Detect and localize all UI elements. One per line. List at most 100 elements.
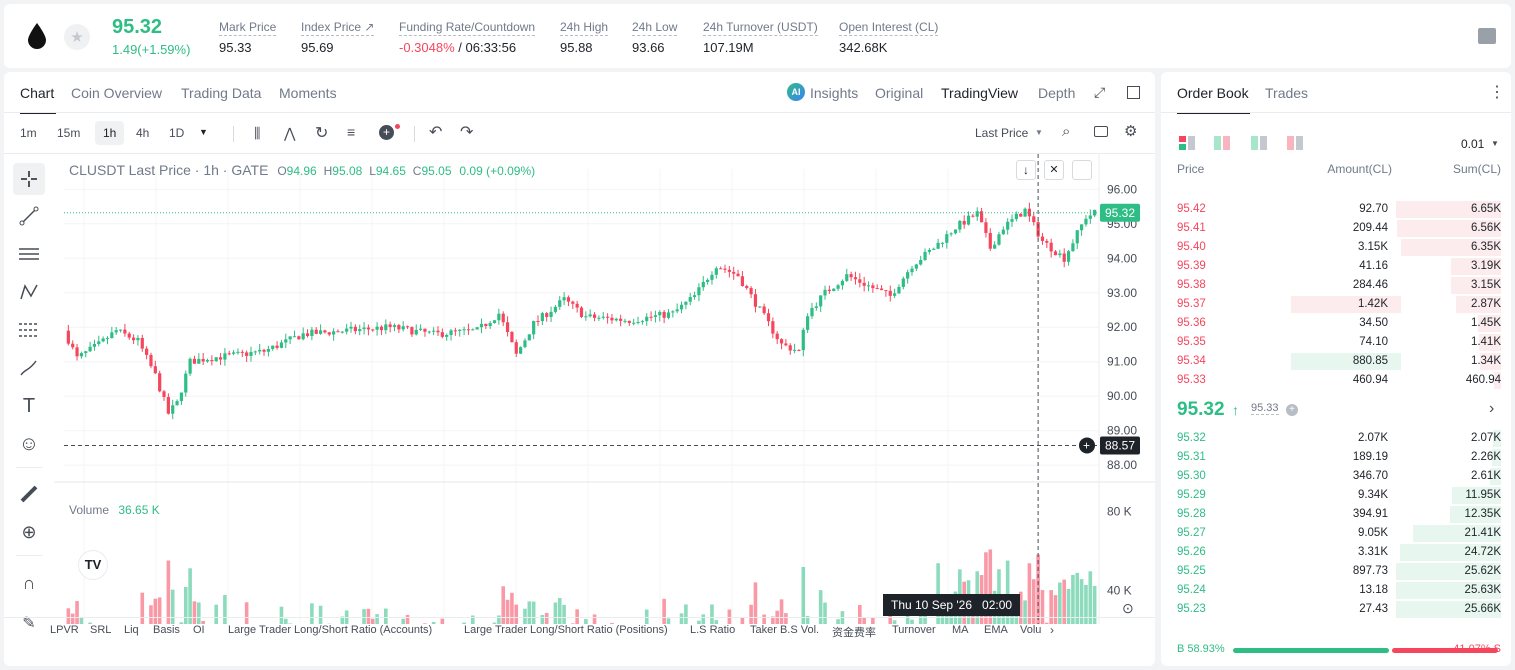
ask-row[interactable]: 95.36 34.50 1.45K <box>1161 314 1511 333</box>
bid-row[interactable]: 95.23 27.43 25.66K <box>1161 600 1511 619</box>
chevron-down-icon[interactable]: ▼ <box>199 127 208 137</box>
tradingview-logo-icon[interactable]: TV <box>78 550 108 580</box>
undo-icon[interactable]: ↶ <box>429 124 443 141</box>
window-icon[interactable] <box>1127 86 1140 99</box>
bid-row[interactable]: 95.28 394.91 12.35K <box>1161 505 1511 524</box>
tab-trades[interactable]: Trades <box>1265 85 1309 101</box>
pattern-tool-icon[interactable] <box>13 276 45 308</box>
ask-row[interactable]: 95.42 92.70 6.65K <box>1161 200 1511 219</box>
ask-row[interactable]: 95.39 41.16 3.19K <box>1161 257 1511 276</box>
ask-row[interactable]: 95.33 460.94 460.94 <box>1161 371 1511 390</box>
interval-1D[interactable]: 1D <box>169 126 185 140</box>
indicator-tab[interactable]: LPVR <box>50 624 79 636</box>
ask-row[interactable]: 95.37 1.42K 2.87K <box>1161 295 1511 314</box>
bid-row[interactable]: 95.30 346.70 2.61K <box>1161 467 1511 486</box>
fibonacci-tool-icon[interactable] <box>13 314 45 346</box>
text-tool-icon[interactable]: T <box>22 394 36 417</box>
horizontal-lines-tool-icon[interactable] <box>13 238 45 270</box>
indicator-tab[interactable]: EMA <box>984 624 1008 636</box>
stat-label[interactable]: Mark Price <box>219 20 277 36</box>
brush-tool-icon[interactable] <box>13 352 45 384</box>
tab-order-book[interactable]: Order Book <box>1177 85 1249 101</box>
book-view-asks-icon[interactable] <box>1287 136 1303 150</box>
bid-row[interactable]: 95.27 9.05K 21.41K <box>1161 524 1511 543</box>
camera-icon[interactable] <box>1094 126 1108 137</box>
candle-type-icon[interactable]: ⫼ <box>254 125 261 141</box>
book-view-both-alt-icon[interactable] <box>1214 136 1230 150</box>
bid-row[interactable]: 95.31 189.19 2.26K <box>1161 448 1511 467</box>
bid-row[interactable]: 95.24 13.18 25.63K <box>1161 581 1511 600</box>
indicator-tab[interactable]: Taker B.S Vol. <box>750 624 820 636</box>
stat-label[interactable]: Index Price ↗ <box>301 20 375 36</box>
indicator-tab[interactable]: Large Trader Long/Short Ratio (Accounts) <box>228 624 433 636</box>
add-indicator-icon[interactable]: + <box>379 125 394 140</box>
ask-row[interactable]: 95.35 74.10 1.41K <box>1161 333 1511 352</box>
favorite-star-icon[interactable]: ★ <box>64 24 90 50</box>
ask-row[interactable]: 95.41 209.44 6.56K <box>1161 219 1511 238</box>
ask-row[interactable]: 95.38 284.46 3.15K <box>1161 276 1511 295</box>
precision-select[interactable]: 0.01 <box>1461 137 1485 151</box>
book-view-bids-icon[interactable] <box>1251 136 1267 150</box>
indicator-tab[interactable]: Turnover <box>892 624 936 636</box>
indicator-tab[interactable]: Large Trader Long/Short Ratio (Positions… <box>464 624 668 636</box>
emoji-tool-icon[interactable]: ☺ <box>18 432 40 455</box>
more-options-icon[interactable]: ⋮ <box>1489 84 1505 101</box>
view-tab-tradingview[interactable]: TradingView <box>941 85 1019 101</box>
chevron-down-icon[interactable]: ▼ <box>1491 139 1499 148</box>
stat-label[interactable]: 24h Low <box>632 20 678 36</box>
maximize-icon[interactable] <box>1072 160 1092 180</box>
indicator-tab[interactable]: L.S Ratio <box>690 624 736 636</box>
crosshair-tool-icon[interactable] <box>13 163 45 195</box>
magnet-icon[interactable]: ∩ <box>22 572 36 593</box>
indicator-tab[interactable]: Liq <box>124 624 139 636</box>
view-tab-insights[interactable]: Insights <box>810 85 859 101</box>
zoom-in-icon[interactable]: ⊕ <box>21 521 37 542</box>
tab-moments[interactable]: Moments <box>279 85 337 101</box>
tab-coin-overview[interactable]: Coin Overview <box>71 85 163 101</box>
ask-row[interactable]: 95.40 3.15K 6.35K <box>1161 238 1511 257</box>
indicator-tab[interactable]: OI <box>193 624 205 636</box>
view-tab-depth[interactable]: Depth <box>1038 85 1076 101</box>
interval-15m[interactable]: 15m <box>57 126 81 140</box>
trend-line-tool-icon[interactable] <box>13 200 45 232</box>
pencil-icon[interactable]: ✎ <box>22 615 36 632</box>
interval-1m[interactable]: 1m <box>20 126 37 140</box>
stat-label[interactable]: 24h Turnover (USDT) <box>703 20 818 36</box>
tab-trading-data[interactable]: Trading Data <box>181 85 262 101</box>
book-icon[interactable] <box>1478 28 1496 44</box>
indicator-tab[interactable]: 资金费率 <box>832 627 876 639</box>
chart-settings-icon[interactable]: ⊙ <box>1122 600 1134 616</box>
indicator-tab[interactable]: MA <box>952 624 969 636</box>
collapse-icon[interactable]: ✕ <box>1044 160 1064 180</box>
stat-label[interactable]: 24h High <box>560 20 609 36</box>
chevron-down-icon[interactable]: ▼ <box>1035 128 1043 137</box>
indicator-tab[interactable]: SRL <box>90 624 112 636</box>
chevron-right-icon[interactable]: › <box>1489 400 1495 417</box>
bid-row[interactable]: 95.25 897.73 25.62K <box>1161 562 1511 581</box>
indicator-tab[interactable]: Volu <box>1020 624 1042 636</box>
chevron-right-icon[interactable]: › <box>1050 623 1054 637</box>
template-icon[interactable]: ≡ <box>347 124 356 140</box>
replay-icon[interactable]: ↻ <box>315 125 329 142</box>
interval-1h[interactable]: 1h <box>95 121 125 145</box>
add-alert-icon[interactable] <box>1079 437 1095 454</box>
indicators-icon[interactable]: ⋀ <box>284 125 296 141</box>
search-icon[interactable]: ⌕ <box>1062 123 1071 140</box>
ruler-tool-icon[interactable] <box>13 478 45 510</box>
tab-chart[interactable]: Chart <box>20 85 55 101</box>
stat-label[interactable]: Funding Rate/Countdown <box>399 20 536 36</box>
stat-label[interactable]: Open Interest (CL) <box>839 20 939 36</box>
view-tab-original[interactable]: Original <box>875 85 924 101</box>
indicator-tab[interactable]: Basis <box>153 624 180 636</box>
book-view-both-icon[interactable] <box>1179 136 1195 150</box>
scroll-down-icon[interactable]: ↓ <box>1016 160 1036 180</box>
bid-row[interactable]: 95.29 9.34K 11.95K <box>1161 486 1511 505</box>
price-source-select[interactable]: Last Price <box>975 126 1029 140</box>
redo-icon[interactable]: ↷ <box>460 124 474 141</box>
bid-row[interactable]: 95.32 2.07K 2.07K <box>1161 429 1511 448</box>
expand-icon[interactable]: ⤢ <box>1094 84 1106 100</box>
settings-gear-icon[interactable]: ⚙ <box>1124 123 1138 140</box>
candlestick-chart[interactable]: 96.0095.0094.0093.0092.0091.0090.0089.00… <box>54 154 1155 624</box>
interval-4h[interactable]: 4h <box>136 126 150 140</box>
bid-row[interactable]: 95.26 3.31K 24.72K <box>1161 543 1511 562</box>
